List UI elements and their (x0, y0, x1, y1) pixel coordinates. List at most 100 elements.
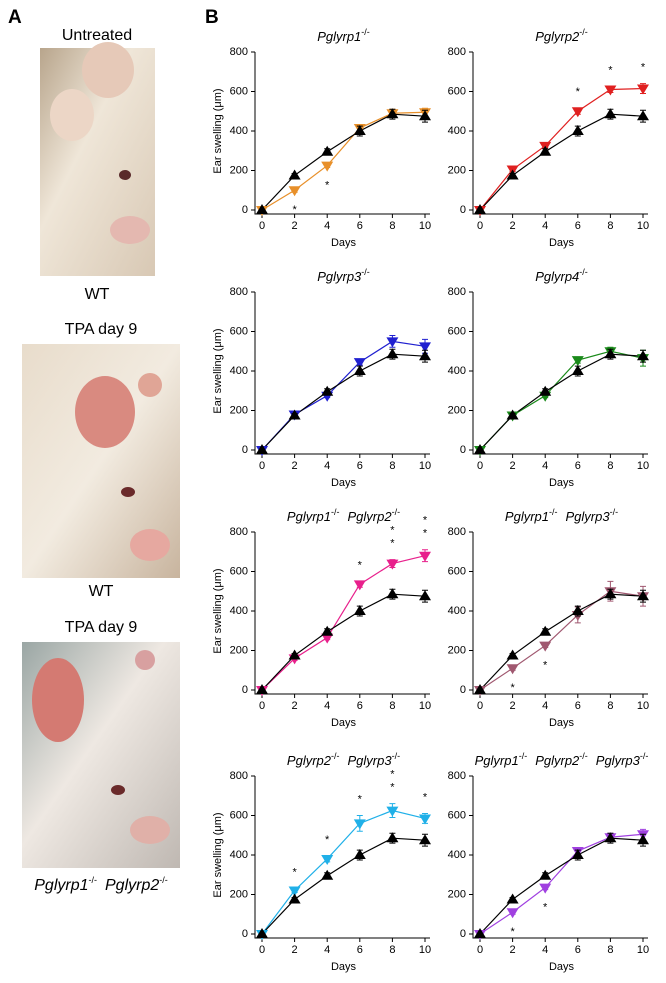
y-tick-label: 800 (230, 46, 248, 58)
data-point (637, 834, 649, 845)
chart: Pglyrp2-/- 0 200 400 600 800 0 2 4 6 8 10 Days * * * (448, 27, 649, 249)
data-point (386, 348, 399, 359)
gene-name: Pglyrp4 (535, 269, 579, 284)
data-point (321, 625, 334, 636)
series-line (479, 353, 644, 451)
chart-title: Pglyrp4-/- (535, 267, 588, 284)
series-line (479, 350, 644, 451)
x-tick-label: 0 (477, 220, 483, 232)
y-tick-label: 200 (230, 644, 248, 656)
x-tick-label: 0 (259, 700, 265, 712)
data-point (321, 385, 334, 396)
y-tick-label: 200 (448, 644, 466, 656)
x-tick-label: 0 (259, 944, 265, 956)
x-tick-label: 8 (389, 700, 395, 712)
data-point (539, 625, 552, 636)
x-tick-label: 10 (637, 460, 649, 472)
data-point (506, 649, 519, 660)
gene-name: Pglyrp3 (317, 269, 362, 284)
gene-name: Pglyrp2 (535, 29, 580, 44)
data-point (288, 893, 301, 904)
data-point (506, 169, 519, 180)
data-point (288, 169, 301, 180)
significance-mark: * (390, 769, 395, 781)
photo-caption: WT (85, 286, 110, 303)
photo-title: Untreated (62, 27, 132, 44)
y-tick-label: 200 (448, 888, 466, 900)
x-tick-label: 0 (259, 220, 265, 232)
axis-line (472, 776, 648, 939)
y-tick-label: 0 (460, 684, 466, 696)
data-point (419, 342, 431, 353)
x-axis-label: Days (331, 237, 357, 249)
significance-mark: * (325, 179, 330, 191)
series-line (261, 353, 426, 451)
data-point (386, 806, 399, 817)
photo (22, 344, 180, 578)
x-tick-label: 4 (324, 700, 330, 712)
x-tick-label: 0 (477, 700, 483, 712)
y-tick-label: 800 (448, 770, 466, 782)
x-tick-label: 6 (575, 944, 581, 956)
x-tick-label: 0 (477, 460, 483, 472)
photo (40, 42, 155, 276)
data-point (419, 350, 431, 361)
genotype-superscript: -/- (331, 507, 340, 517)
data-point (474, 684, 486, 694)
data-point (539, 641, 552, 652)
chart: Pglyrp1-/- Pglyrp2-/- Pglyrp3-/-0200400600… (448, 751, 649, 973)
y-axis-label: Ear swelling (μm) (212, 88, 224, 173)
significance-mark: * (423, 515, 428, 527)
y-tick-label: 0 (460, 204, 466, 216)
y-tick-label: 400 (230, 849, 248, 861)
y-tick-label: 400 (448, 849, 466, 861)
chart: Pglyrp4-/- 0 200 400 600 800 0 2 4 6 8 10 Days (448, 267, 649, 489)
chart-title: Pglyrp3-/- (317, 267, 370, 284)
genotype-superscript: -/- (331, 751, 340, 761)
photo-title: TPA day 9 (65, 321, 138, 338)
y-tick-label: 600 (230, 85, 248, 97)
data-point (604, 348, 617, 359)
gene-name: Pglyrp2 (105, 877, 159, 894)
chart-title: Pglyrp1-/- Pglyrp3-/- (505, 507, 618, 524)
x-tick-label: 4 (324, 220, 330, 232)
y-tick-label: 0 (242, 684, 248, 696)
y-tick-label: 0 (242, 444, 248, 456)
data-point (604, 108, 617, 119)
chart-title: Pglyrp1-/- Pglyrp2-/- (287, 507, 400, 524)
y-tick-label: 800 (448, 526, 466, 538)
data-point (386, 588, 399, 599)
y-tick-label: 200 (448, 404, 466, 416)
data-point (539, 385, 552, 396)
x-axis-label: Days (549, 717, 575, 729)
data-point (288, 649, 301, 660)
x-tick-label: 4 (324, 944, 330, 956)
x-tick-label: 10 (637, 944, 649, 956)
x-tick-label: 8 (389, 460, 395, 472)
significance-mark: * (292, 204, 297, 216)
significance-mark: * (358, 559, 363, 571)
y-tick-label: 400 (230, 125, 248, 137)
series-line (261, 809, 426, 935)
data-point (474, 444, 486, 454)
x-tick-label: 10 (637, 700, 649, 712)
x-tick-label: 10 (419, 944, 431, 956)
photo-caption: Pglyrp1-/- Pglyrp2-/- (34, 875, 168, 894)
chart: Pglyrp3-/- 0 200 400 600 800 0 2 4 6 8 10 Days Ear sw… (212, 267, 431, 489)
data-point (386, 559, 399, 570)
y-tick-label: 800 (230, 286, 248, 298)
genotype-superscript: -/- (361, 267, 370, 277)
data-point (419, 551, 431, 562)
data-point (506, 908, 519, 919)
y-tick-label: 800 (448, 46, 466, 58)
genotype-superscript: -/- (392, 507, 401, 517)
significance-mark: * (358, 793, 363, 805)
data-point (353, 358, 366, 369)
significance-mark: * (390, 538, 395, 550)
data-point (637, 350, 649, 361)
data-point (506, 893, 519, 904)
axis-line (254, 776, 430, 939)
y-tick-label: 0 (242, 928, 248, 940)
data-point (506, 664, 519, 675)
